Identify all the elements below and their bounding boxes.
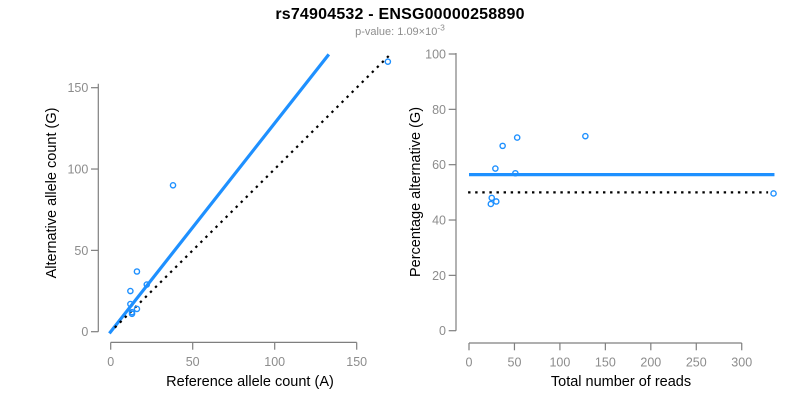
x-tick-label: 300 — [731, 356, 752, 370]
y-axis-label: Percentage alternative (G) — [408, 107, 424, 277]
y-tick-label: 50 — [74, 244, 88, 258]
y-tick-label: 150 — [67, 81, 88, 95]
data-point — [492, 198, 500, 205]
data-point — [128, 310, 136, 318]
x-axis-label: Total number of reads — [551, 374, 691, 390]
x-tick-label: 150 — [346, 355, 367, 369]
y-tick-label: 100 — [67, 163, 88, 177]
data-point — [133, 305, 141, 313]
percentage-scatter: 0 20 40 60 80 100 0 50 100 150 200 250 300 Total numb… — [408, 48, 777, 390]
allele-count-scatter: 0 50 100 150 0 50 100 150 Reference allele count… — [44, 53, 392, 390]
x-tick-label: 0 — [466, 356, 473, 370]
data-point — [582, 132, 589, 140]
pvalue-exponent: -3 — [437, 22, 445, 33]
y-axis-label: Alternative allele count (G) — [44, 108, 60, 279]
y-tick-label: 0 — [81, 325, 88, 339]
data-point — [127, 300, 134, 308]
y-tick-label: 0 — [439, 324, 446, 338]
data-point — [169, 181, 177, 189]
x-tick-label: 50 — [508, 356, 522, 370]
data-point — [513, 134, 521, 141]
data-point — [492, 165, 499, 172]
y-tick-label: 60 — [432, 158, 446, 172]
data-point — [384, 58, 392, 65]
x-axis-label: Reference allele count (A) — [166, 374, 334, 390]
pvalue-text: p-value: 1.09×10 — [355, 26, 438, 38]
data-point — [488, 194, 496, 202]
regression-line — [108, 53, 331, 335]
x-tick-label: 150 — [595, 356, 616, 370]
data-point — [770, 190, 777, 197]
data-point — [143, 281, 151, 288]
data-point — [499, 142, 506, 150]
data-point — [487, 200, 495, 208]
y-tick-label: 100 — [425, 48, 446, 62]
data-point — [133, 268, 141, 275]
y-tick-label: 80 — [432, 103, 446, 117]
x-tick-label: 0 — [107, 355, 114, 369]
data-point — [512, 169, 519, 177]
identity-line — [114, 55, 390, 329]
x-tick-label: 100 — [549, 356, 570, 370]
x-tick-label: 100 — [264, 355, 285, 369]
y-tick-label: 20 — [432, 269, 446, 283]
x-tick-label: 200 — [640, 356, 661, 370]
x-tick-label: 250 — [686, 356, 707, 370]
figure-subtitle: p-value: 1.09×10-3 — [0, 23, 800, 38]
y-tick-label: 40 — [432, 214, 446, 228]
figure-title: rs74904532 - ENSG00000258890 — [275, 6, 525, 23]
data-point — [127, 287, 134, 295]
x-tick-label: 50 — [186, 355, 200, 369]
